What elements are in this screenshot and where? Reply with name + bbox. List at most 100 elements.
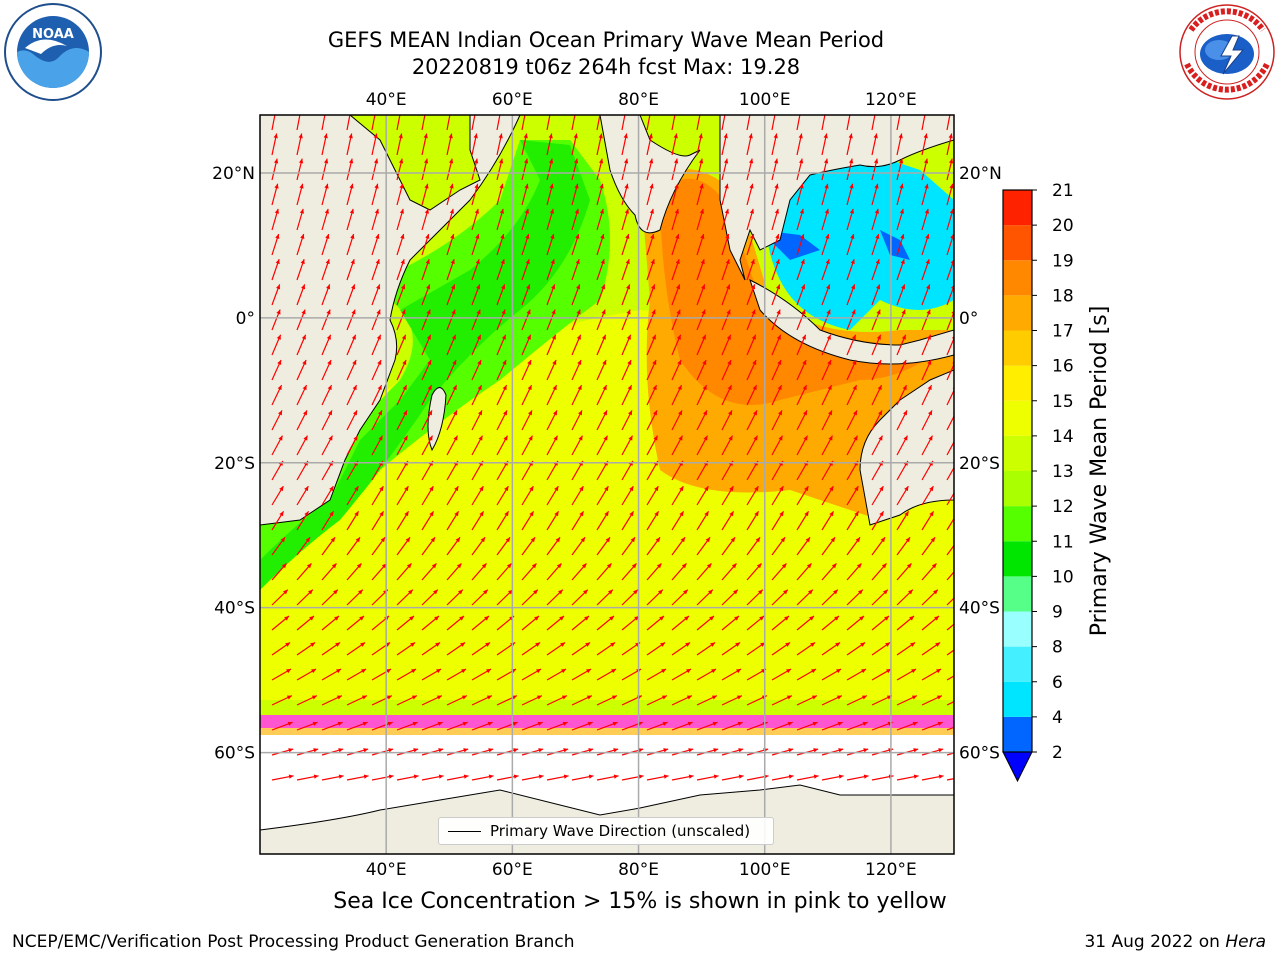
wave-arrow <box>596 410 608 431</box>
wave-arrow <box>621 309 631 331</box>
wave-arrow <box>296 258 305 281</box>
wave-arrow <box>721 410 733 431</box>
wave-arrow <box>296 774 319 781</box>
wave-arrow <box>646 641 666 656</box>
wave-arrow <box>721 563 737 581</box>
wave-arrow <box>471 384 483 406</box>
wave-arrow <box>346 233 355 256</box>
colorbar-title: Primary Wave Mean Period [s] <box>1087 306 1112 637</box>
wave-arrow <box>296 589 314 606</box>
wave-arrow <box>721 536 736 556</box>
wave-arrow <box>946 726 954 731</box>
wave-arrow <box>671 615 690 631</box>
wave-arrow <box>746 208 754 231</box>
wave-arrow <box>271 183 279 206</box>
wave-arrow <box>721 668 742 681</box>
wave-arrow <box>821 668 842 681</box>
wave-arrow <box>571 334 582 356</box>
wave-arrow <box>496 695 518 706</box>
wave-arrow <box>846 133 853 156</box>
wave-arrow <box>371 563 387 581</box>
wave-arrow <box>721 641 741 656</box>
wave-arrow <box>321 563 337 581</box>
wave-arrow <box>571 615 590 631</box>
wave-arrow <box>346 208 354 231</box>
wave-arrow <box>571 774 594 781</box>
wave-arrow <box>796 115 801 131</box>
wave-arrow <box>546 183 554 206</box>
wave-arrow <box>846 359 857 381</box>
colorbar-tick-label: 20 <box>1052 216 1074 236</box>
wave-arrow <box>571 410 583 431</box>
wave-arrow <box>321 536 336 556</box>
wave-arrow <box>721 284 731 306</box>
wave-arrow <box>471 133 478 156</box>
wave-arrow <box>696 615 715 631</box>
wave-arrow <box>746 309 756 331</box>
wave-arrow <box>671 334 682 356</box>
wave-arrow <box>796 233 805 256</box>
wave-arrow <box>321 359 332 381</box>
wave-arrow <box>771 208 779 231</box>
colorbar-extend-triangle <box>1002 751 1033 783</box>
wave-arrow <box>746 233 755 256</box>
wave-arrow <box>696 485 709 506</box>
wave-arrow <box>321 384 333 406</box>
wave-arrow <box>421 615 440 631</box>
wave-arrow <box>346 695 368 706</box>
wave-arrow <box>521 359 532 381</box>
wave-arrow <box>946 258 954 281</box>
wave-arrow <box>771 615 790 631</box>
wave-arrow <box>796 208 804 231</box>
wave-arrow <box>846 384 858 406</box>
wave-arrow <box>896 208 904 231</box>
wave-arrow <box>621 284 631 306</box>
wave-arrow <box>446 485 459 506</box>
wave-arrow <box>871 589 889 606</box>
wave-arrow <box>896 589 914 606</box>
wave-arrow <box>721 485 734 506</box>
wave-arrow <box>421 485 434 506</box>
wave-arrow <box>521 158 529 181</box>
wave-arrow <box>771 774 794 781</box>
wave-arrow <box>646 615 665 631</box>
wave-arrow <box>796 258 805 281</box>
wave-arrow <box>846 208 854 231</box>
wave-arrow <box>796 183 804 206</box>
wave-arrow <box>746 410 758 431</box>
wave-arrow <box>646 258 655 281</box>
wave-arrow <box>546 510 560 531</box>
wave-arrow <box>896 536 911 556</box>
wave-arrow <box>496 359 507 381</box>
colorbar-tick-label: 11 <box>1052 532 1074 552</box>
chart-subtitle-run-info: 20220819 t06z 264h fcst Max: 19.28 <box>411 55 801 79</box>
wave-arrow <box>646 183 654 206</box>
wave-arrow <box>796 774 819 781</box>
wave-arrow <box>846 284 856 306</box>
wave-arrow <box>496 589 514 606</box>
wave-arrow <box>521 115 526 131</box>
wave-arrow <box>396 536 411 556</box>
wave-arrow <box>471 258 480 281</box>
wave-arrow <box>596 589 614 606</box>
wave-arrow <box>521 774 544 781</box>
wave-arrow <box>671 158 679 181</box>
wave-arrow <box>396 435 408 456</box>
wave-arrow <box>571 536 586 556</box>
wave-arrow <box>471 668 492 681</box>
wave-arrow <box>646 115 651 131</box>
wave-arrow <box>396 233 405 256</box>
wave-arrow <box>371 208 379 231</box>
wave-arrow <box>346 115 351 131</box>
wave-arrow <box>496 774 519 781</box>
colorbar-tick-label: 2 <box>1052 743 1063 763</box>
wave-arrow <box>796 485 809 506</box>
wave-arrow <box>421 410 433 431</box>
wave-arrow <box>621 115 626 131</box>
wave-arrow <box>296 208 304 231</box>
wave-arrow <box>621 536 636 556</box>
wave-arrow <box>546 668 567 681</box>
wave-arrow <box>296 563 312 581</box>
wave-arrow <box>421 563 437 581</box>
wave-arrow <box>371 334 382 356</box>
